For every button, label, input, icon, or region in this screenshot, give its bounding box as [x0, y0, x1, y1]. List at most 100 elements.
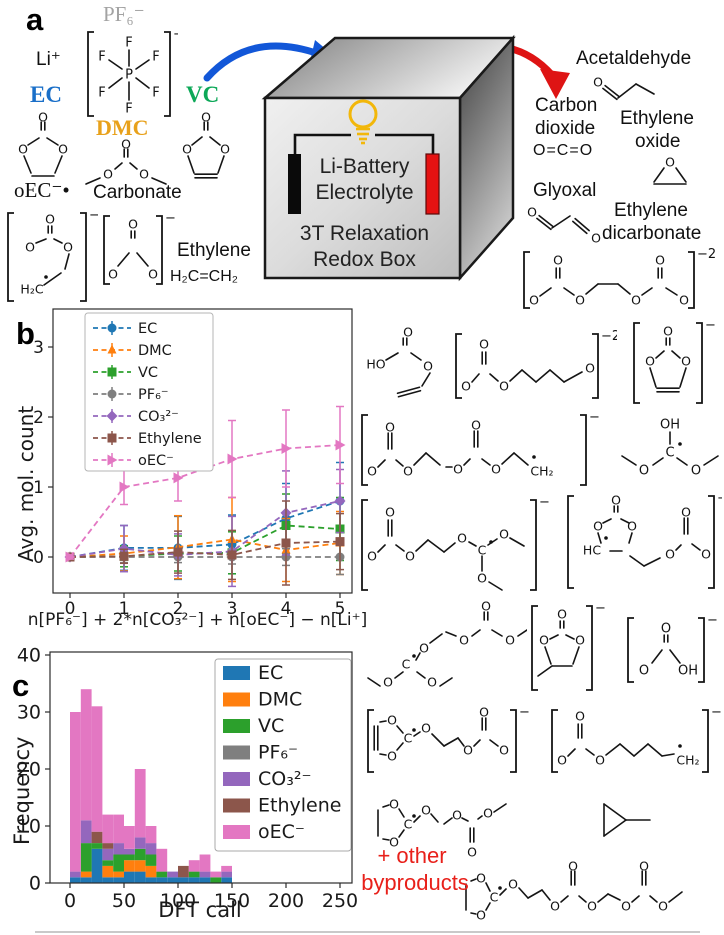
svg-text:O: O — [477, 571, 487, 586]
molecule-bicarbonate-anion: O O OH − — [622, 608, 722, 690]
svg-text:O: O — [499, 743, 509, 758]
glyoxal-label: Glyoxal — [533, 180, 597, 201]
svg-text:3: 3 — [33, 338, 44, 358]
ethylene-oxide-label-1: Ethylene — [620, 108, 694, 129]
molecule-vc: O O O — [175, 105, 237, 190]
edc-label-2: dicarbonate — [602, 223, 702, 244]
svg-text:O: O — [575, 633, 585, 648]
svg-text:O: O — [389, 835, 399, 850]
svg-text:O: O — [385, 420, 395, 435]
svg-text:O: O — [45, 212, 55, 227]
svg-text:C: C — [490, 890, 499, 905]
svg-text:O: O — [139, 167, 149, 182]
svg-text:O: O — [557, 753, 567, 768]
svg-text:oEC⁻: oEC⁻ — [258, 821, 305, 843]
molecule-carbonate: O O O −2 — [100, 208, 176, 288]
svg-text:0: 0 — [64, 890, 76, 912]
redox-box-cube — [261, 34, 516, 282]
svg-text:O: O — [38, 110, 48, 125]
svg-text:O: O — [387, 713, 397, 728]
svg-text:C: C — [404, 817, 413, 832]
svg-text:O: O — [389, 797, 399, 812]
svg-text:DMC: DMC — [138, 343, 172, 359]
svg-text:50: 50 — [112, 890, 136, 912]
svg-text:O: O — [63, 240, 73, 255]
hist-series-VC — [80, 843, 222, 883]
svg-text:O: O — [568, 859, 578, 874]
series-EC — [65, 461, 345, 581]
svg-text:O: O — [593, 519, 603, 534]
box-text-line4: Redox Box — [313, 248, 416, 271]
svg-text:F: F — [125, 102, 132, 117]
svg-text:O: O — [681, 505, 691, 520]
svg-text:O: O — [665, 155, 675, 170]
molecule-ec: O O O — [10, 105, 76, 190]
svg-text:VC: VC — [258, 715, 284, 737]
molecule-butyl-radical-carbonate-anion: O O O CH₂ − — [548, 702, 723, 780]
oec-label: oEC⁻• — [14, 178, 70, 202]
svg-text:O: O — [593, 75, 603, 90]
svg-text:O: O — [467, 845, 477, 860]
panel-c-label: c — [12, 668, 30, 703]
svg-text:O: O — [463, 743, 473, 758]
svg-text:C: C — [404, 731, 413, 746]
svg-text:O: O — [491, 462, 501, 477]
ethylene-formula: H₂C=CH₂ — [170, 268, 238, 285]
molecule-dioxole-radical-carbonate-anion: O O C O O O O − — [364, 702, 534, 780]
svg-text:Ethylene: Ethylene — [258, 795, 341, 817]
svg-text:−: − — [89, 208, 98, 223]
svg-text:F: F — [98, 86, 105, 101]
molecule-ethyl-carbonate-anion: O O O − — [528, 598, 608, 698]
svg-text:O: O — [421, 721, 431, 736]
svg-text:O: O — [550, 899, 560, 914]
panel-b-ylabel: Avg. mol. count — [14, 405, 38, 562]
molecule-oec-anion: O O O H₂C − — [6, 203, 98, 305]
svg-text:CO₃²⁻: CO₃²⁻ — [258, 768, 311, 790]
svg-text:O: O — [128, 217, 138, 232]
svg-text:P: P — [125, 68, 133, 83]
svg-text:O: O — [405, 549, 415, 564]
svg-text:H₂C: H₂C — [20, 282, 43, 297]
svg-text:O: O — [476, 908, 486, 923]
molecule-dimethoxy-hydroxy-methyl-radical: OH C O O — [612, 408, 724, 486]
carbonate-label: Carbonate — [93, 182, 182, 203]
svg-text:O: O — [423, 359, 433, 374]
vc-label: VC — [186, 82, 220, 107]
panel-c-legend: EC DMC VC PF₆⁻ CO₃²⁻ Ethylene oEC⁻ — [214, 658, 352, 852]
series-PF₆⁻ — [65, 538, 345, 576]
panel-b-label: b — [16, 316, 35, 351]
series-oEC⁻ — [65, 405, 346, 563]
svg-text:O: O — [631, 293, 641, 308]
svg-text:O: O — [453, 462, 463, 477]
svg-text:O: O — [479, 705, 489, 720]
molecule-ethylene-dicarbonate: O O O O O O −2 — [518, 246, 718, 314]
byproducts-note-line1: + other — [377, 843, 447, 868]
molecule-butylene-dicarbonate-anion: O O O O −2 — [452, 322, 617, 402]
box-text-line2: Electrolyte — [315, 181, 414, 204]
svg-text:O: O — [476, 871, 486, 886]
svg-text:O: O — [701, 547, 711, 562]
svg-text:O: O — [479, 337, 489, 352]
svg-text:O: O — [182, 142, 192, 157]
svg-text:O: O — [691, 464, 701, 479]
svg-text:5: 5 — [335, 599, 346, 619]
circuit-wire — [293, 133, 435, 154]
panel-a-label: a — [26, 2, 44, 37]
ethylene-oxide-label-2: oxide — [635, 131, 681, 152]
panel-b-chart: 0 1 2 3 4 5 0 1 2 3 EC DMC VC PF₆⁻ CO₃²⁻ Ethylene oEC⁻ — [33, 308, 353, 619]
svg-text:−: − — [711, 705, 722, 720]
svg-text:O: O — [621, 899, 631, 914]
byproducts-note-line2: byproducts — [361, 870, 469, 895]
svg-text:200: 200 — [268, 890, 304, 912]
box-text-line1: Li-Battery — [319, 155, 410, 178]
svg-text:O: O — [427, 675, 437, 690]
li-label: Li⁺ — [36, 49, 61, 70]
svg-text:EC: EC — [138, 321, 157, 337]
svg-text:O: O — [611, 493, 621, 508]
svg-text:O: O — [655, 253, 665, 268]
svg-text:O: O — [591, 231, 601, 246]
ethylene-label: Ethylene — [177, 240, 251, 261]
svg-text:EC: EC — [258, 662, 283, 684]
svg-text:10: 10 — [17, 816, 41, 838]
